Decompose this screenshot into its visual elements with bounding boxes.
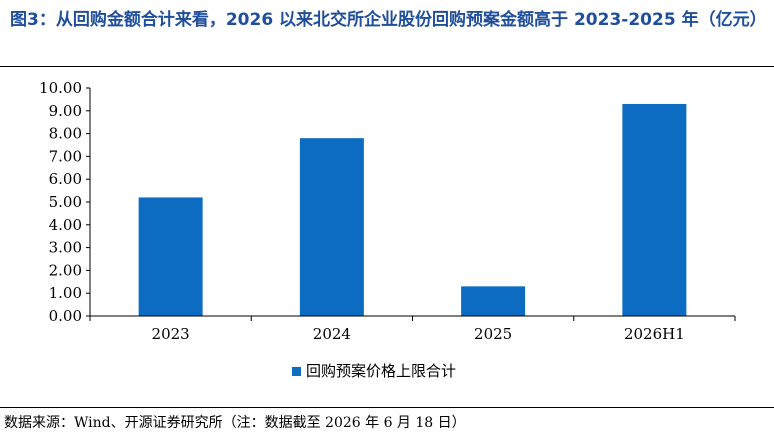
bar-2026h1	[622, 103, 687, 317]
bar-2024	[299, 138, 364, 316]
y-tick-label: 2.00	[49, 261, 82, 279]
y-tick-label: 10.00	[39, 79, 82, 97]
source-note: 数据来源：Wind、开源证券研究所（注：数据截至 2026 年 6 月 18 日…	[4, 415, 466, 431]
y-tick-label: 6.00	[49, 170, 82, 188]
legend-label: 回购预案价格上限合计	[306, 362, 456, 380]
bar-2023	[138, 197, 203, 316]
x-tick-label: 2026H1	[624, 325, 685, 343]
y-tick-label: 0.00	[49, 307, 82, 325]
y-axis: 0.00 1.00 2.00 3.00 4.00 5.00 6.00 7.00 8.00 9.00…	[39, 79, 91, 325]
x-axis: 2023 2024 2025 2026H1	[89, 315, 736, 343]
bar-series	[138, 103, 687, 317]
y-tick-label: 5.00	[49, 193, 82, 211]
y-tick-label: 3.00	[49, 239, 82, 257]
top-divider	[0, 66, 774, 67]
chart-title: 图3：从回购金额合计来看，2026 以来北交所企业股份回购预案金额高于 2023…	[10, 10, 767, 30]
x-tick-label: 2025	[474, 325, 512, 343]
legend: 回购预案价格上限合计	[292, 362, 456, 380]
legend-swatch	[292, 367, 301, 376]
bar-chart: 0.00 1.00 2.00 3.00 4.00 5.00 6.00 7.00 8.00 9.00…	[39, 79, 736, 380]
bottom-divider	[0, 407, 774, 408]
y-tick-label: 7.00	[49, 147, 82, 165]
x-tick-label: 2024	[313, 325, 351, 343]
y-tick-label: 4.00	[49, 216, 82, 234]
y-tick-label: 9.00	[49, 102, 82, 120]
x-tick-label: 2023	[152, 325, 190, 343]
y-tick-label: 8.00	[49, 125, 82, 143]
y-tick-label: 1.00	[49, 284, 82, 302]
bar-2025	[461, 286, 526, 316]
